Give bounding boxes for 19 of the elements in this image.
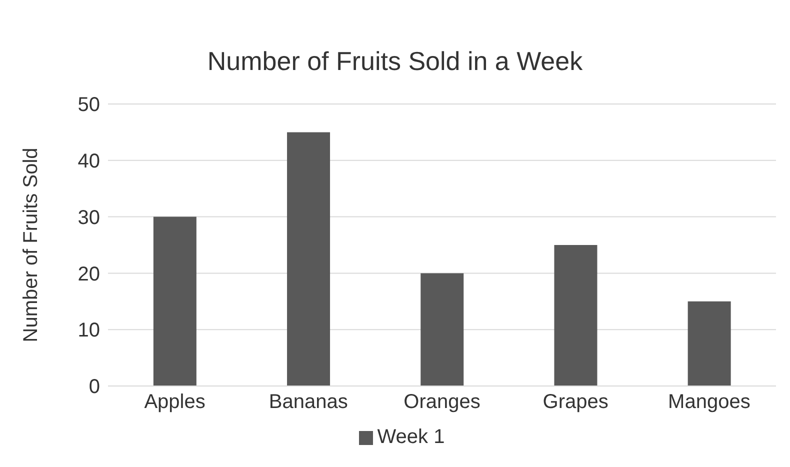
legend-label: Week 1 <box>377 426 445 448</box>
y-tick-label: 0 <box>88 376 100 398</box>
bar <box>287 132 330 386</box>
x-tick-label: Mangoes <box>668 391 750 414</box>
bar <box>420 273 464 386</box>
x-tick-label: Apples <box>144 391 206 414</box>
x-tick-label: Bananas <box>268 391 348 414</box>
y-tick-label: 10 <box>78 320 100 342</box>
y-tick-label: 20 <box>78 263 100 286</box>
bar <box>554 245 598 386</box>
y-tick-label: 40 <box>78 150 100 172</box>
chart-title: Number of Fruits Sold in a Week <box>206 46 584 77</box>
x-tick-label: Grapes <box>542 391 608 414</box>
bar <box>153 216 196 386</box>
x-tick-label: Oranges <box>404 391 480 414</box>
y-axis-title: Number of Fruits Sold <box>20 148 42 342</box>
y-tick-label: 50 <box>78 94 100 116</box>
bar <box>688 301 731 386</box>
y-tick-label: 30 <box>78 206 100 229</box>
